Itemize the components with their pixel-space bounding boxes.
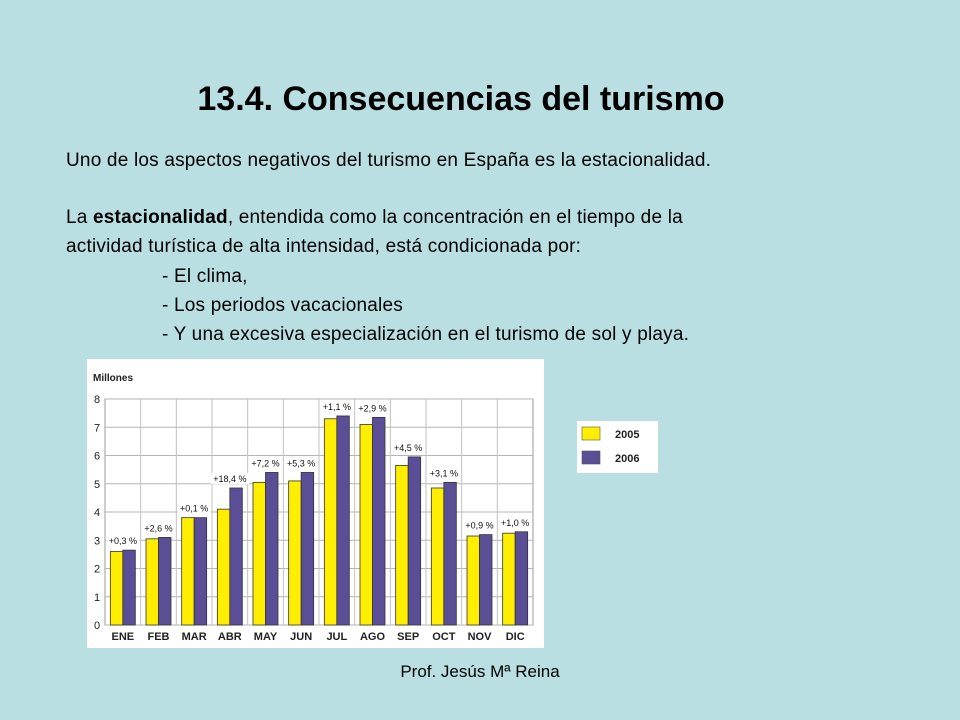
paragraph-line-1: La estacionalidad, entendida como la con… (66, 203, 683, 232)
seasonality-paragraph: La estacionalidad, entendida como la con… (66, 203, 683, 261)
chart-panel: 0 1 2 3 4 5 6 7 8 Millones +0,3 % ENE +2,6 % FEB +0,1 … (87, 359, 544, 648)
bar-2006-abr (229, 487, 243, 626)
annotation-background (177, 502, 211, 514)
annotation-background (141, 522, 176, 534)
change-annotation: +3,1 % (430, 468, 458, 478)
change-annotation: +2,9 % (358, 403, 386, 413)
annotation-background (427, 467, 461, 479)
y-axis-label: Millones (93, 373, 133, 384)
x-tick-label: DIC (506, 631, 525, 643)
x-tick-label: NOV (468, 631, 493, 643)
y-tick-label: 1 (94, 592, 100, 604)
bar-2005-jun (288, 480, 302, 626)
y-tick-label: 8 (94, 394, 100, 406)
annotation-background (106, 535, 140, 547)
bar-2005-jul (323, 418, 338, 626)
bar-2006-jul (336, 415, 350, 626)
bar-2006-sep (407, 456, 422, 626)
bar-2005-oct (430, 487, 445, 626)
bar-2006-nov (479, 534, 493, 626)
bar-2005-mar (181, 517, 195, 626)
change-annotation: +4,5 % (394, 443, 422, 453)
bar-2005-sep (395, 464, 409, 626)
y-tick-label: 0 (94, 620, 100, 632)
legend-swatch-2005 (581, 426, 601, 441)
change-annotation: +0,3 % (109, 536, 137, 546)
x-tick-label: JUN (290, 631, 312, 643)
change-annotation: +0,9 % (465, 521, 493, 531)
x-tick-label: SEP (397, 631, 419, 643)
change-annotation: +18,4 % (213, 474, 246, 484)
x-tick-label: FEB (148, 631, 170, 643)
annotation-background (248, 457, 283, 469)
x-tick-label: ABR (218, 631, 242, 643)
bar-2006-ene (122, 549, 136, 626)
paragraph-line-2: actividad turística de alta intensidad, … (66, 236, 582, 257)
x-tick-label: OCT (432, 631, 456, 643)
annotation-background (210, 472, 250, 484)
bar-2006-dic (514, 531, 529, 626)
y-tick-label: 6 (94, 451, 100, 463)
y-tick-label: 2 (94, 564, 100, 576)
bar-2005-nov (466, 535, 480, 626)
x-tick-label: ENE (112, 631, 135, 643)
y-tick-label: 4 (94, 507, 100, 519)
annotation-background (391, 441, 425, 453)
bar-2005-feb (145, 538, 159, 626)
bar-2006-mar (193, 517, 208, 626)
x-tick-label: MAY (254, 631, 278, 643)
change-annotation: +5,3 % (287, 458, 315, 468)
legend-swatch-2006 (581, 450, 601, 465)
annotation-background (284, 457, 318, 469)
bar-2006-ago (372, 416, 386, 626)
bar-2006-feb (158, 537, 172, 626)
annotation-background (355, 402, 390, 414)
bar-2006-may (265, 472, 279, 626)
factor-list: - El clima, - Los periodos vacacionales … (162, 262, 689, 349)
author-footer: Prof. Jesús Mª Reina (400, 662, 560, 681)
chart-legend: 2005 2006 (577, 421, 658, 473)
bar-2005-may (252, 481, 266, 626)
change-annotation: +1,1 % (323, 402, 351, 412)
change-annotation: +2,6 % (144, 523, 172, 533)
y-tick-label: 5 (94, 479, 100, 491)
y-tick-label: 3 (94, 535, 100, 547)
legend-graphic: 2005 2006 (581, 426, 639, 465)
bar-2006-jun (300, 472, 315, 626)
annotation-background (498, 516, 532, 528)
change-annotation: +7,2 % (251, 458, 279, 468)
bar-2005-dic (502, 532, 516, 626)
factor-item: - Y una excesiva especialización en el t… (162, 324, 690, 345)
paragraph-bold-term: estacionalidad (93, 207, 228, 228)
change-annotation: +0,1 % (180, 504, 208, 514)
factor-item: - El clima, (162, 266, 248, 287)
annotation-background (320, 400, 354, 412)
legend-label: 2005 (615, 429, 639, 441)
y-tick-label: 7 (94, 422, 100, 434)
bar-2006-oct (443, 481, 457, 626)
intro-text: Uno de los aspectos negativos del turism… (66, 150, 712, 171)
x-tick-label: AGO (360, 631, 386, 643)
annotation-background (462, 519, 497, 531)
bar-2005-abr (216, 508, 231, 626)
x-tick-label: JUL (326, 631, 347, 643)
factor-item: - Los periodos vacacionales (162, 295, 403, 316)
bar-2005-ago (359, 424, 373, 626)
x-tick-label: MAR (182, 631, 207, 643)
paragraph-prefix: La (66, 207, 94, 228)
paragraph-line-1-rest: , entendida como la concentración en el … (227, 207, 683, 228)
slide-title: 13.4. Consecuencias del turismo (197, 80, 725, 118)
legend-label: 2006 (615, 453, 639, 465)
bar-2005-ene (109, 551, 124, 626)
bar-chart: 0 1 2 3 4 5 6 7 8 Millones +0,3 % ENE +2,6 % FEB +0,1 … (93, 373, 534, 643)
change-annotation: +1,0 % (501, 518, 529, 528)
